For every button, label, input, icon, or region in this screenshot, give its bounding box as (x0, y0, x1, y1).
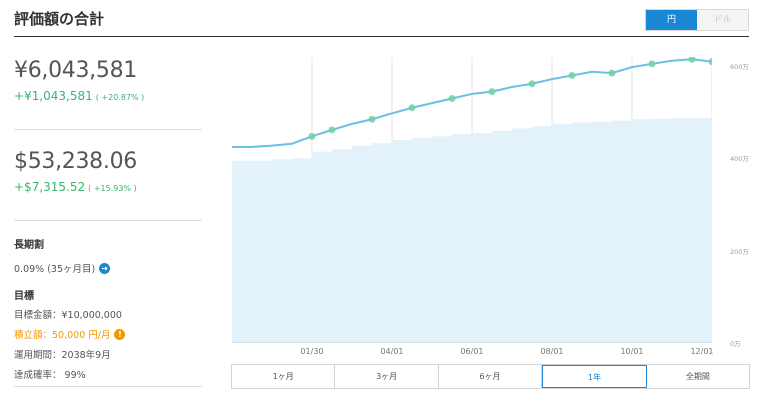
valuation-chart (232, 57, 712, 343)
divider (14, 129, 202, 130)
usd-total-gain: +$7,315.52( +15.93% ) (14, 180, 202, 194)
trade-marker (568, 71, 576, 79)
y-tick-label: 600万 (730, 63, 749, 72)
trade-marker (328, 126, 336, 134)
trade-marker (408, 104, 416, 112)
trade-marker (608, 69, 616, 77)
trade-marker (448, 95, 456, 103)
divider (14, 386, 202, 387)
x-tick-label: 06/01 (460, 347, 484, 356)
trade-marker (308, 132, 316, 140)
principal-area (232, 117, 712, 343)
currency-dollar-button[interactable]: ドル (697, 10, 748, 30)
goal-monthly: 積立額：50,000 円/月 (14, 330, 111, 341)
y-tick-label: 400万 (730, 155, 749, 164)
period-button[interactable]: 全期間 (685, 372, 710, 381)
x-tick-label: 01/30 (300, 347, 324, 356)
x-tick-label: 12/01 (690, 347, 714, 356)
trade-marker (648, 60, 656, 68)
long-term-value: 0.09% (35ヶ月目) (14, 264, 96, 275)
long-term-label: 長期割 (14, 240, 44, 251)
trade-marker (528, 80, 536, 88)
goal-probability: 達成確率： 99% (14, 370, 86, 381)
goal-period: 運用期間：2038年9月 (14, 350, 111, 361)
goal-label: 目標 (14, 291, 34, 302)
long-term-panel: 長期割 0.09% (35ヶ月目) ➜ (14, 236, 202, 275)
title-divider (14, 36, 749, 37)
yen-gain-percent: ( +20.87% ) (95, 93, 145, 102)
y-tick-label: 200万 (730, 247, 749, 256)
x-tick-label: 10/01 (620, 347, 644, 356)
warning-icon[interactable]: ! (114, 328, 126, 340)
yen-total-gain: +¥1,043,581( +20.87% ) (14, 89, 202, 103)
usd-total-amount: $53,238.06 (14, 149, 137, 174)
divider (14, 220, 202, 221)
period-button[interactable]: 3ヶ月 (335, 365, 439, 388)
page-title: 評価額の合計 (14, 10, 105, 28)
period-selector: 1ヶ月 3ヶ月 6ヶ月 1年 全期間 (231, 364, 750, 389)
goal-panel: 目標 目標金額：¥10,000,000 積立額：50,000 円/月! 運用期間… (14, 287, 202, 381)
arrow-right-icon[interactable]: ➜ (99, 262, 111, 274)
usd-gain-percent: ( +15.93% ) (88, 184, 137, 193)
trade-marker (708, 58, 712, 66)
x-tick-label: 08/01 (540, 347, 564, 356)
yen-gain-amount: +¥1,043,581 (14, 89, 93, 103)
period-button[interactable]: 1ヶ月 (232, 365, 336, 388)
trade-marker (488, 88, 496, 96)
trade-marker (368, 115, 376, 123)
period-button[interactable]: 1年 (542, 365, 647, 388)
x-tick-label: 04/01 (380, 347, 404, 356)
yen-total-amount: ¥6,043,581 (14, 58, 137, 83)
usd-total-panel: $53,238.06 +$7,315.52( +15.93% ) (14, 149, 202, 194)
usd-gain-amount: +$7,315.52 (14, 180, 86, 194)
y-tick-label: 0万 (730, 340, 741, 348)
goal-target: 目標金額：¥10,000,000 (14, 310, 122, 321)
currency-yen-button[interactable]: 円 (646, 10, 697, 30)
trade-markers (308, 57, 712, 140)
trade-marker (688, 57, 696, 63)
currency-toggle: 円 ドル (645, 9, 749, 31)
yen-total-panel: ¥6,043,581 +¥1,043,581( +20.87% ) (14, 58, 202, 103)
period-button[interactable]: 6ヶ月 (439, 365, 543, 388)
